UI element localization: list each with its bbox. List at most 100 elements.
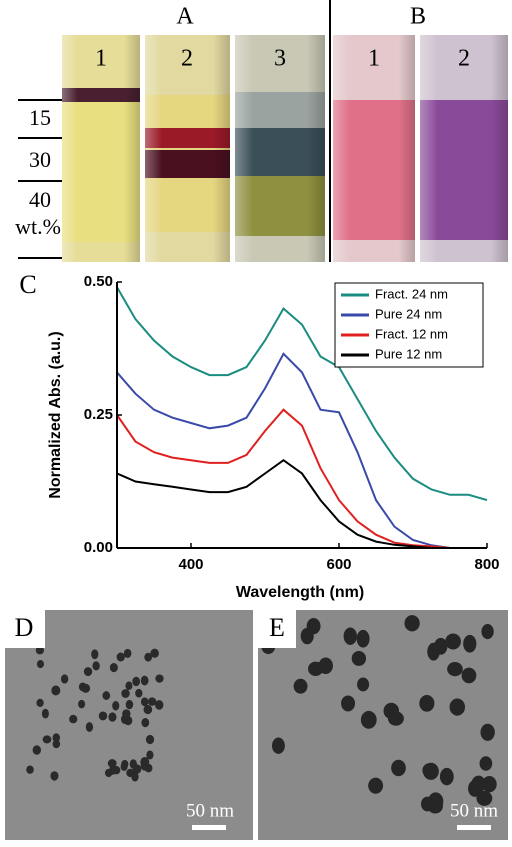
y-tick-label: 0.25	[84, 406, 113, 423]
particle	[419, 695, 435, 712]
particle	[293, 678, 308, 694]
particle	[123, 648, 132, 658]
glass	[62, 35, 140, 262]
particle	[125, 681, 133, 691]
particle	[143, 704, 153, 715]
particle	[147, 697, 157, 706]
particle	[132, 764, 142, 774]
particle	[447, 661, 463, 677]
particle	[140, 697, 149, 707]
scale-label: 15	[29, 105, 51, 130]
scale-label: 40	[29, 187, 51, 212]
legend-label: Pure 12 nm	[375, 346, 442, 361]
particle	[116, 652, 125, 662]
vial-photos	[18, 0, 508, 262]
particle	[480, 723, 495, 741]
particle	[155, 674, 164, 683]
particle	[132, 676, 141, 687]
particle	[107, 759, 117, 768]
panel-label: D	[15, 613, 34, 642]
particle	[60, 674, 69, 684]
line-series	[116, 352, 487, 549]
particle	[104, 768, 113, 778]
legend-label: Fract. 12 nm	[375, 326, 448, 341]
particle	[36, 660, 45, 669]
particle	[144, 652, 153, 662]
particle	[357, 677, 370, 692]
x-tick-label: 400	[178, 556, 203, 573]
x-tick-label: 800	[474, 556, 499, 573]
x-axis-title: Wavelength (nm)	[236, 584, 364, 601]
particle	[85, 722, 94, 733]
particle	[36, 698, 44, 707]
particle	[122, 709, 131, 718]
particle	[42, 735, 52, 744]
label-box	[5, 610, 45, 648]
particle	[306, 617, 321, 635]
x-tick-label: 600	[326, 556, 351, 573]
panel-label: B	[410, 4, 426, 30]
scale-bar-label: 50 nm	[450, 800, 498, 821]
particle	[383, 702, 399, 719]
y-tick-label: 0.00	[84, 539, 113, 556]
particle	[145, 734, 155, 745]
plot: 0.00 0.25 0.50 400 600 800 Fract. 24 nm Pure 24…	[84, 273, 500, 573]
particle	[461, 667, 477, 684]
particle	[109, 663, 118, 673]
scale-bar	[192, 825, 226, 830]
particle	[463, 634, 477, 653]
legend-box	[334, 282, 484, 368]
particle	[50, 771, 59, 781]
particle	[123, 715, 133, 726]
particle	[78, 682, 87, 692]
particle	[112, 701, 120, 711]
particle	[92, 661, 100, 671]
particle	[51, 685, 61, 696]
particle	[368, 777, 384, 794]
particle	[26, 765, 34, 774]
vial-number: 1	[95, 46, 107, 72]
particle	[449, 698, 466, 716]
particle	[476, 790, 493, 806]
panel-label: C	[19, 270, 36, 299]
label-box	[258, 610, 296, 648]
scale-bar	[457, 825, 491, 830]
particle	[427, 642, 440, 661]
vial-number: 2	[181, 46, 193, 72]
particle	[125, 699, 134, 710]
particle	[439, 767, 454, 786]
particle	[356, 629, 370, 648]
particle	[404, 615, 420, 632]
legend-label: Fract. 24 nm	[375, 286, 448, 301]
particle	[479, 756, 493, 771]
particle	[52, 733, 61, 743]
particle	[481, 624, 494, 640]
particle	[140, 675, 149, 686]
particle	[482, 776, 497, 793]
particle	[69, 714, 78, 724]
particle	[445, 633, 461, 650]
particle	[427, 798, 443, 814]
particle	[391, 759, 406, 777]
panel-label: E	[269, 613, 285, 642]
particle	[360, 710, 377, 729]
vial-number: 3	[274, 46, 286, 72]
glass	[333, 35, 415, 262]
particle	[102, 691, 111, 700]
particle	[141, 718, 150, 728]
scale-bar-label: 50 nm	[186, 800, 234, 821]
scale-label: wt.%	[15, 214, 61, 239]
particle	[341, 695, 356, 712]
particle	[91, 649, 99, 660]
particle	[108, 712, 117, 722]
particle	[78, 699, 86, 709]
legend-label: Pure 24 nm	[375, 306, 442, 321]
y-axis-title: Normalized Abs. (a.u.)	[47, 331, 64, 498]
particle	[422, 763, 437, 778]
particle	[146, 750, 154, 760]
vial-number: 1	[368, 46, 380, 72]
line-series	[116, 408, 487, 549]
particle	[351, 650, 367, 666]
particle	[271, 737, 285, 754]
